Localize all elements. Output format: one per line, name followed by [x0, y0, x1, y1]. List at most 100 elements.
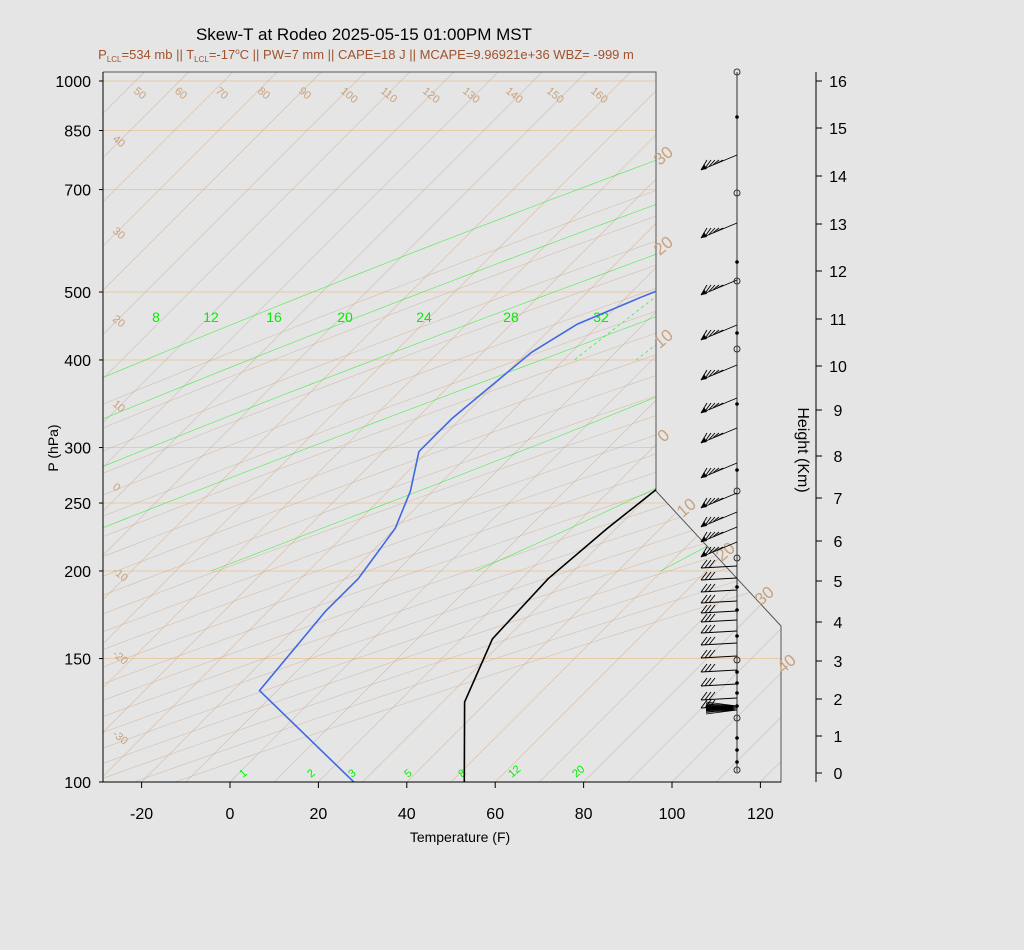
mixing-ratio-line: [817, 72, 1024, 360]
isotherm: [185, 72, 781, 782]
pressure-tick-label: 100: [64, 775, 91, 792]
height-tick-label: 16: [829, 74, 847, 91]
mixing-ratio-line: [773, 72, 781, 361]
mixing-ratio-line: [635, 72, 781, 361]
pressure-tick-label: 300: [64, 441, 91, 458]
dry-adiabat: [103, 72, 781, 782]
theta-e-label: 24: [416, 309, 432, 325]
pressure-tick-label: 500: [64, 285, 91, 302]
curve-layer: [258, 122, 781, 782]
isotherm: [229, 72, 781, 782]
isotherm: [494, 72, 781, 782]
height-tick-label: 3: [834, 654, 843, 671]
dry-adiabat: [133, 72, 781, 782]
isotherm: [318, 72, 781, 782]
dry-adiabat-label: 100: [338, 85, 360, 106]
dry-adiabat: [103, 72, 781, 782]
isotherm-label: 0: [110, 481, 122, 494]
mixing-ratio-label: 20: [570, 763, 587, 780]
isotherm: [103, 72, 455, 782]
height-tick-label: 4: [834, 615, 843, 632]
height-marker: [733, 766, 741, 774]
height-axis-label: Height (Km): [794, 407, 811, 492]
dry-adiabat: [103, 72, 781, 782]
wind-barb: [700, 583, 738, 593]
wind-barb: [700, 571, 738, 581]
isotherm-label: 10: [110, 398, 127, 415]
wind-barb: [700, 649, 738, 659]
dry-adiabat-label: 150: [544, 85, 566, 106]
height-marker: [733, 554, 741, 562]
dry-adiabat: [103, 72, 781, 782]
wind-profile: [700, 68, 741, 774]
isotherm: [406, 72, 781, 782]
level-marker: [735, 585, 739, 589]
dry-adiabat-label: 60: [172, 85, 189, 102]
height-tick-label: 8: [834, 449, 843, 466]
wind-barb: [700, 324, 738, 341]
wind-barb: [700, 279, 738, 296]
dry-adiabat-label: 80: [255, 85, 272, 102]
height-marker: [733, 714, 741, 722]
height-tick-label: 12: [829, 264, 847, 281]
isotherm: [103, 72, 322, 782]
mixing-ratio-line: [574, 72, 781, 361]
wind-barb: [700, 492, 738, 509]
isotherm-label: -20: [110, 648, 130, 667]
height-marker: [733, 656, 741, 664]
isotherm: [893, 72, 1024, 782]
level-marker: [735, 634, 739, 638]
isotherm: [103, 72, 499, 782]
pressure-tick-label: 150: [64, 652, 91, 669]
plot-frame: [102, 71, 782, 783]
level-marker: [735, 402, 739, 406]
dry-adiabat: [103, 72, 781, 782]
dry-adiabat-label: 140: [503, 85, 525, 106]
isotherm: [103, 72, 366, 782]
wind-barb: [700, 462, 738, 479]
x-axis-label: Temperature (F): [410, 829, 510, 845]
level-marker: [735, 115, 739, 119]
pressure-tick-label: 700: [64, 183, 91, 200]
dry-adiabat: [103, 72, 781, 782]
temperature-tick-label: 60: [486, 806, 504, 823]
wind-barb: [700, 624, 738, 634]
moist-adiabat: [210, 72, 781, 572]
mixing-ratio-line: [875, 72, 1024, 360]
dry-adiabat-label: 120: [420, 85, 442, 106]
wind-barb: [700, 511, 738, 528]
dewpoint-profile: [258, 122, 781, 782]
temperature-tick-label: 20: [310, 806, 328, 823]
isotherm-label: 10: [650, 325, 677, 352]
isotherm: [627, 72, 781, 782]
grid-layer: 50 60 70 80 90 100 110 120 130 140 150 160403020100…: [102, 71, 1024, 783]
moist-adiabat: [103, 72, 781, 572]
dry-adiabat: [103, 72, 781, 782]
isotherm: [141, 72, 781, 782]
isotherm: [849, 72, 1024, 782]
isotherm-label: 40: [773, 650, 800, 677]
isotherm-label: 30: [650, 142, 677, 169]
temperature-tick-label: -20: [130, 806, 153, 823]
temperature-tick-label: 120: [747, 806, 774, 823]
isotherm: [671, 72, 781, 782]
height-marker: [733, 487, 741, 495]
wind-barb: [700, 691, 738, 701]
isotherm: [103, 72, 189, 782]
height-marker: [733, 345, 741, 353]
wind-barb: [700, 364, 738, 381]
level-marker: [735, 736, 739, 740]
mixing-ratio-label: 2: [305, 767, 317, 780]
mixing-ratio-label: 12: [506, 763, 523, 780]
y-axis-label: P (hPa): [45, 424, 61, 471]
level-marker: [735, 670, 739, 674]
wind-barb: [700, 526, 738, 543]
wind-barb: [700, 559, 738, 569]
wind-barb-low: [705, 709, 738, 715]
theta-e-label: 28: [503, 309, 519, 325]
level-marker: [735, 331, 739, 335]
isotherm: [273, 72, 781, 782]
isotherm: [539, 72, 781, 782]
